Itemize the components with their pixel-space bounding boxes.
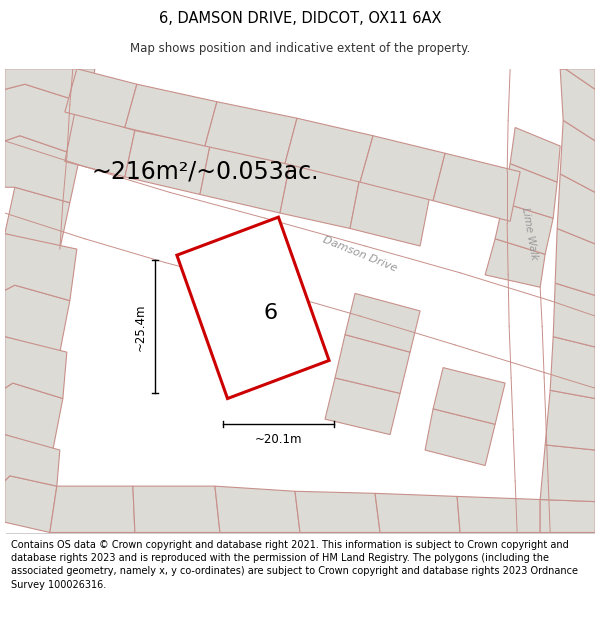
Polygon shape	[555, 229, 595, 296]
Polygon shape	[510, 127, 560, 182]
Polygon shape	[5, 69, 95, 105]
Polygon shape	[345, 293, 420, 352]
Polygon shape	[5, 337, 67, 399]
Polygon shape	[560, 69, 595, 141]
Text: Damson Drive: Damson Drive	[322, 235, 398, 274]
Polygon shape	[215, 486, 300, 532]
Polygon shape	[5, 234, 77, 301]
Polygon shape	[540, 445, 595, 502]
Polygon shape	[5, 434, 60, 486]
Polygon shape	[425, 409, 495, 466]
Polygon shape	[503, 164, 557, 218]
Polygon shape	[5, 476, 57, 532]
Polygon shape	[540, 499, 595, 532]
Polygon shape	[485, 239, 545, 288]
Polygon shape	[125, 84, 217, 146]
Polygon shape	[133, 486, 220, 532]
Polygon shape	[65, 112, 135, 177]
Polygon shape	[553, 283, 595, 347]
Text: 6, DAMSON DRIVE, DIDCOT, OX11 6AX: 6, DAMSON DRIVE, DIDCOT, OX11 6AX	[159, 11, 441, 26]
Polygon shape	[50, 486, 135, 532]
Text: Contains OS data © Crown copyright and database right 2021. This information is : Contains OS data © Crown copyright and d…	[11, 540, 578, 589]
Polygon shape	[65, 69, 137, 128]
Polygon shape	[280, 164, 360, 229]
Polygon shape	[177, 217, 329, 399]
Polygon shape	[205, 102, 297, 164]
Polygon shape	[457, 496, 540, 532]
Polygon shape	[285, 118, 373, 182]
Text: 6: 6	[264, 303, 278, 323]
Text: Lime Walk: Lime Walk	[520, 206, 539, 261]
Polygon shape	[5, 84, 90, 156]
Polygon shape	[295, 491, 380, 532]
Polygon shape	[200, 146, 290, 213]
Polygon shape	[5, 285, 70, 352]
Text: ~25.4m: ~25.4m	[134, 303, 147, 351]
Polygon shape	[545, 390, 595, 450]
Polygon shape	[360, 136, 445, 201]
Text: ~216m²/~0.053ac.: ~216m²/~0.053ac.	[91, 160, 319, 184]
Polygon shape	[557, 174, 595, 244]
Polygon shape	[325, 378, 400, 434]
Polygon shape	[5, 383, 63, 450]
Polygon shape	[125, 131, 210, 194]
Polygon shape	[560, 69, 595, 89]
Polygon shape	[335, 334, 410, 393]
Polygon shape	[375, 493, 460, 532]
Text: Map shows position and indicative extent of the property.: Map shows position and indicative extent…	[130, 42, 470, 54]
Polygon shape	[433, 153, 520, 221]
Polygon shape	[5, 136, 80, 202]
Polygon shape	[550, 337, 595, 399]
Polygon shape	[350, 177, 430, 246]
Polygon shape	[495, 202, 553, 254]
Text: ~20.1m: ~20.1m	[254, 432, 302, 446]
Polygon shape	[433, 368, 505, 424]
Polygon shape	[560, 120, 595, 192]
Polygon shape	[5, 188, 70, 249]
